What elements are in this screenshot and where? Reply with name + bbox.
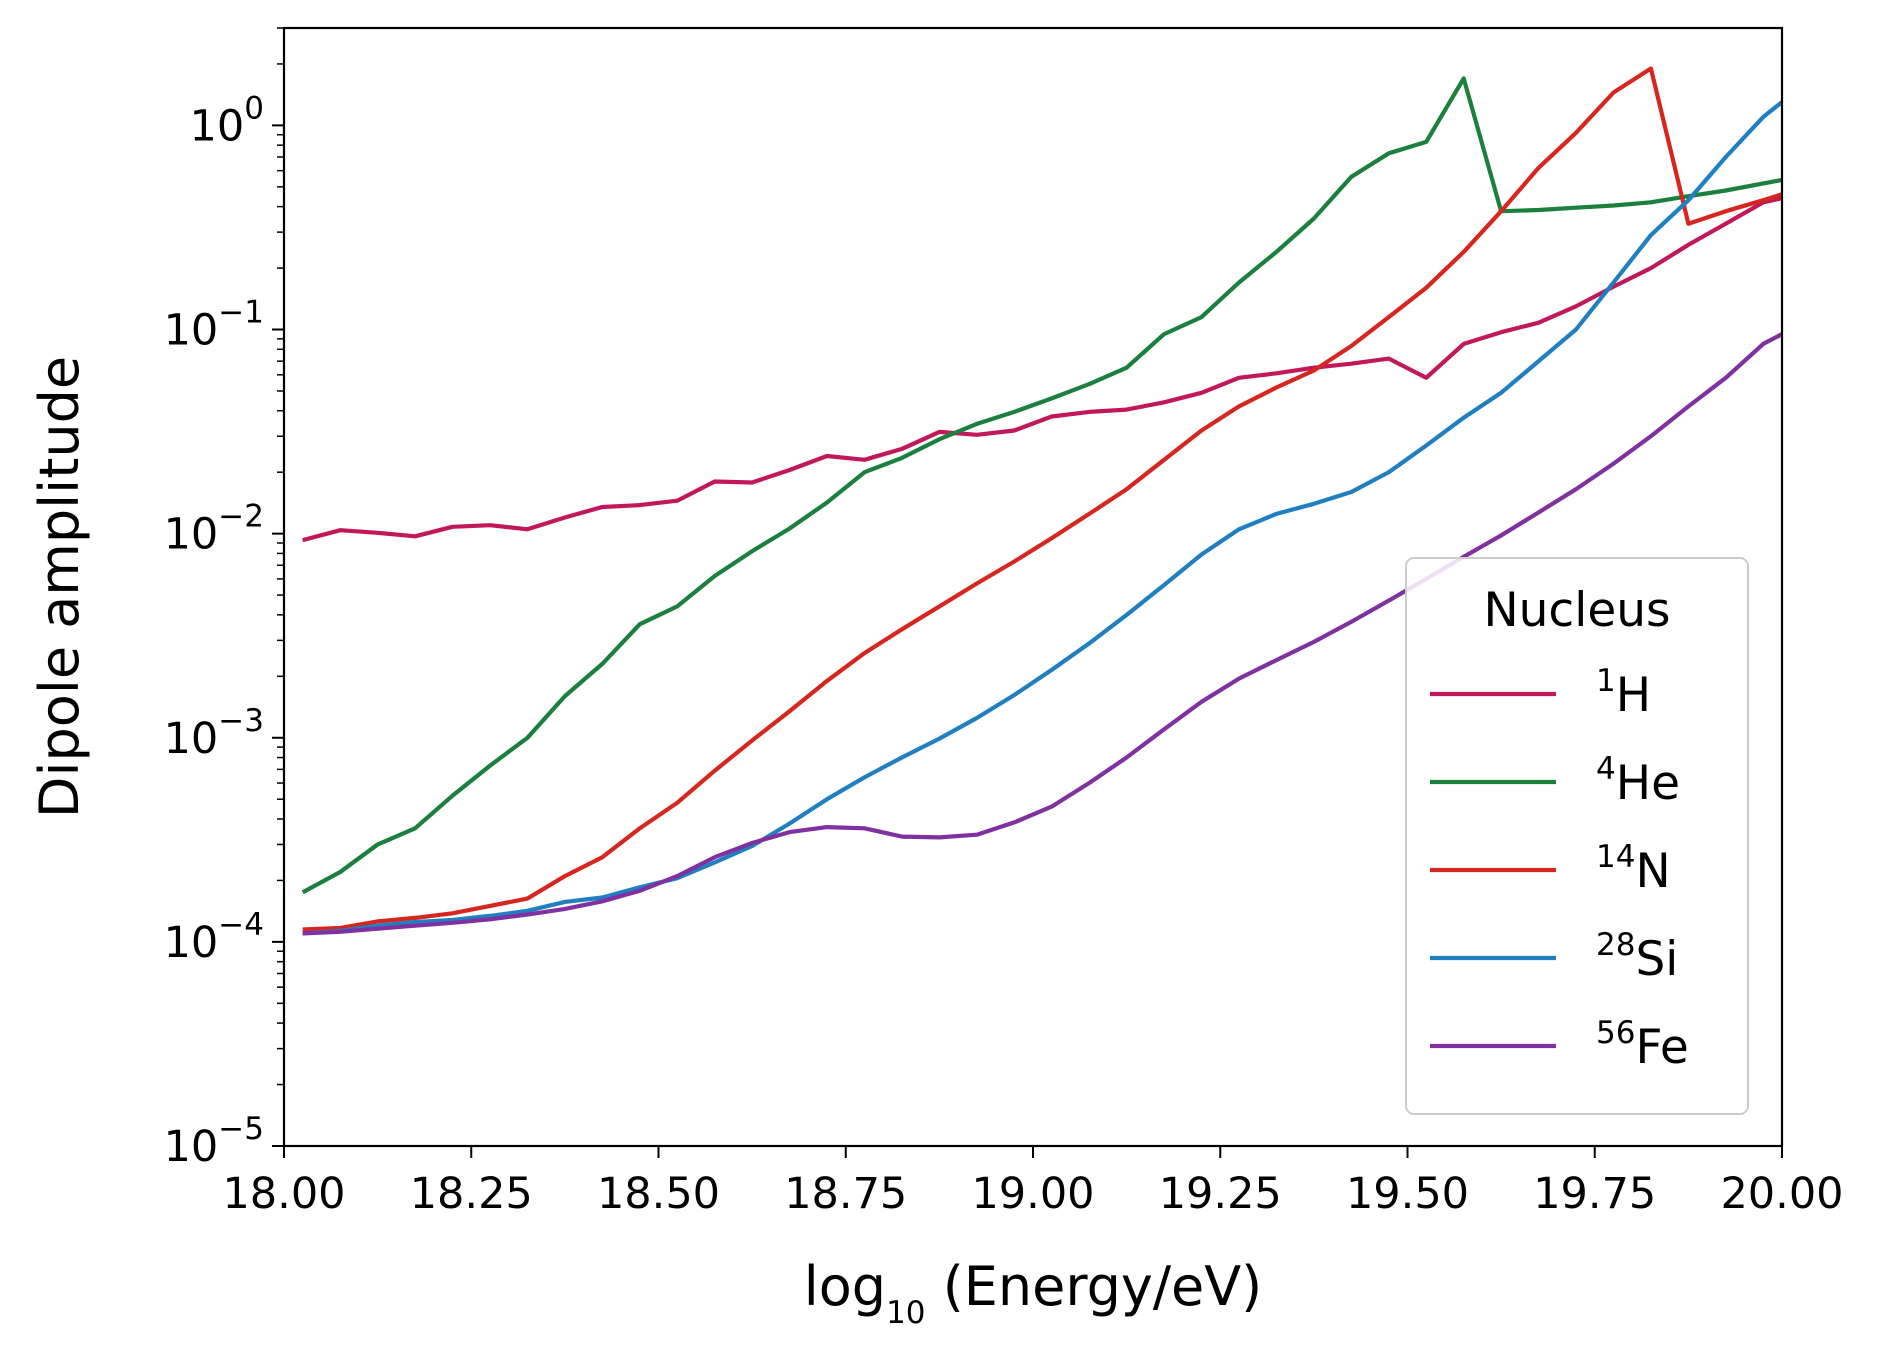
- x-tick-label: 18.00: [222, 1169, 345, 1219]
- x-tick-label: 19.00: [971, 1169, 1094, 1219]
- y-tick-label: 10−3: [164, 703, 264, 764]
- y-tick-label-exponent: −5: [218, 1111, 264, 1147]
- y-tick-label-base: 10: [164, 714, 219, 764]
- legend-element-symbol: Fe: [1635, 1020, 1688, 1075]
- x-tick-label: 19.25: [1159, 1169, 1282, 1219]
- x-axis-label-post: (Energy/eV): [926, 1255, 1263, 1318]
- x-tick-label: 20.00: [1720, 1169, 1843, 1219]
- legend-mass-number: 4: [1596, 751, 1616, 787]
- legend-label-H: 1H: [1596, 663, 1651, 723]
- x-tick-label: 19.50: [1346, 1169, 1469, 1219]
- legend-title: Nucleus: [1483, 583, 1670, 638]
- plot-area-frame: [282, 26, 1784, 1148]
- x-axis-label: log10 (Energy/eV): [804, 1255, 1263, 1331]
- series-line-28Si: [302, 100, 1784, 936]
- y-tick-label: 10−5: [164, 1111, 264, 1172]
- x-axis-label-pre: log: [804, 1255, 886, 1318]
- series-line-56Fe: [302, 332, 1783, 936]
- legend-label-Fe: 56Fe: [1596, 1015, 1689, 1075]
- legend-box: [1405, 557, 1749, 1115]
- series-layer: [301, 66, 1784, 936]
- legend-element-symbol: He: [1616, 756, 1680, 811]
- y-tick-label-exponent: −3: [218, 703, 264, 739]
- legend-mass-number: 28: [1596, 927, 1635, 963]
- x-tick-label: 19.75: [1533, 1169, 1656, 1219]
- y-tick-label-base: 10: [164, 1122, 219, 1172]
- x-tick-label: 18.25: [410, 1169, 533, 1219]
- x-tick-label: 18.50: [597, 1169, 720, 1219]
- y-tick-label: 10−4: [164, 907, 264, 968]
- y-tick-label-exponent: 0: [244, 90, 264, 126]
- y-tick-label-exponent: −1: [218, 295, 264, 331]
- legend-label-Si: 28Si: [1596, 927, 1678, 987]
- y-tick-label: 10−2: [164, 499, 264, 560]
- ticks-layer: 18.00 18.25 18.50 18.75 19.00 19.25 19.50 19.75…: [164, 27, 1844, 1219]
- y-tick-label-exponent: −2: [218, 499, 264, 535]
- series-line-1H: [302, 196, 1783, 543]
- legend-label-N: 14N: [1596, 839, 1671, 899]
- x-axis-label-sub: 10: [886, 1295, 925, 1331]
- legend-mass-number: 14: [1596, 839, 1635, 875]
- legend-element-symbol: N: [1635, 844, 1670, 899]
- legend-element-symbol: H: [1616, 668, 1651, 723]
- y-tick-label: 10−1: [164, 295, 264, 356]
- series-line-14N: [302, 66, 1783, 932]
- y-axis-label: Dipole amplitude: [28, 356, 91, 818]
- legend-mass-number: 56: [1596, 1015, 1635, 1051]
- y-tick-label-exponent: −4: [218, 907, 264, 943]
- y-tick-label: 100: [190, 90, 264, 151]
- y-tick-label-base: 10: [190, 101, 245, 151]
- y-tick-label-base: 10: [164, 306, 219, 356]
- y-tick-label-base: 10: [164, 918, 219, 968]
- y-tick-label-base: 10: [164, 510, 219, 560]
- legend-mass-number: 1: [1596, 663, 1616, 699]
- x-tick-label: 18.75: [784, 1169, 907, 1219]
- series-line-4He: [301, 76, 1783, 895]
- legend-element-symbol: Si: [1635, 932, 1678, 987]
- legend-label-He: 4He: [1596, 751, 1680, 811]
